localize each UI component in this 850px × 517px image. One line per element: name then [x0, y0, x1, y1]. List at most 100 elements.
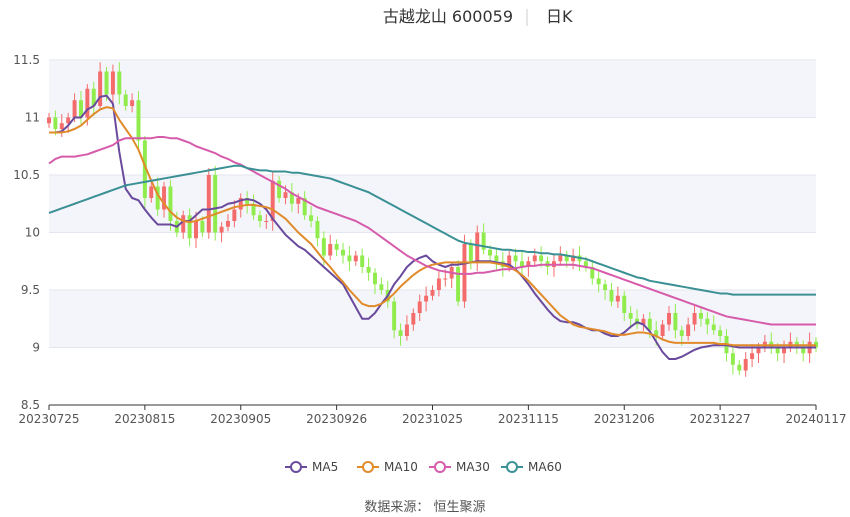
x-tick-label: 20231025 — [402, 412, 463, 426]
legend-label: MA10 — [384, 460, 418, 474]
candle-body — [628, 313, 633, 319]
candle-body — [347, 255, 352, 262]
candle-body — [200, 221, 205, 233]
candle-body — [718, 330, 723, 336]
candle-body — [801, 347, 806, 354]
candle-body — [315, 221, 320, 239]
candle-body — [775, 347, 780, 354]
legend-item-ma60[interactable]: MA60 — [501, 460, 562, 474]
candle-body — [488, 249, 493, 256]
candle-body — [667, 313, 671, 325]
y-tick-label: 9 — [32, 341, 40, 355]
candle-body — [494, 255, 499, 262]
x-tick-label: 20240117 — [785, 412, 846, 426]
candle-body — [654, 330, 659, 336]
candle-body — [647, 318, 652, 331]
x-tick-label: 20231227 — [690, 412, 751, 426]
candle-body — [782, 347, 787, 354]
candle-body — [59, 123, 64, 129]
candle-body — [168, 186, 173, 221]
candle-body — [526, 261, 531, 267]
candle-body — [155, 186, 160, 210]
candlestick-series — [47, 62, 818, 377]
candle-body — [225, 221, 230, 227]
candle-body — [187, 215, 192, 239]
candle-body — [756, 347, 761, 354]
candle-body — [257, 215, 262, 221]
candle-body — [98, 71, 103, 106]
candle-body — [686, 324, 691, 336]
candle-body — [462, 244, 467, 302]
y-tick-label: 9.5 — [21, 283, 40, 297]
x-tick-label: 20230815 — [114, 412, 175, 426]
legend-marker — [506, 461, 518, 473]
candle-body — [520, 261, 524, 267]
legend-label: MA5 — [312, 460, 338, 474]
candle-body — [78, 100, 83, 118]
candle-body — [353, 255, 358, 262]
legend-item-ma30[interactable]: MA30 — [429, 460, 490, 474]
chart-title: 古越龙山 600059 日K — [383, 7, 573, 26]
candle-body — [296, 198, 301, 204]
candle-body — [622, 295, 627, 313]
candle-body — [539, 255, 544, 262]
candle-body — [366, 267, 371, 273]
x-tick-label: 20230926 — [306, 412, 367, 426]
candle-body — [468, 244, 473, 262]
candle-body — [404, 324, 409, 336]
candle-body — [264, 221, 269, 222]
candle-body — [641, 318, 646, 325]
period-label[interactable]: 日K — [546, 7, 573, 26]
candle-body — [117, 71, 122, 95]
candle-body — [360, 255, 365, 267]
ma-lines — [48, 94, 816, 360]
candle-body — [341, 249, 345, 256]
candle-body — [481, 232, 486, 250]
candle-body — [436, 278, 441, 290]
candle-body — [72, 100, 77, 118]
candle-body — [705, 318, 710, 325]
y-axis: 8.5 9 9.5 10 10.5 11 11.5 — [13, 53, 40, 412]
ma5-line — [49, 94, 816, 360]
candle-body — [417, 301, 422, 313]
candle-body — [475, 232, 480, 262]
candle-body — [379, 284, 384, 290]
candle-body — [711, 324, 716, 331]
candle-body — [206, 175, 211, 233]
candle-body — [698, 313, 703, 319]
candle-body — [590, 267, 595, 279]
candle-body — [309, 215, 314, 221]
candle-body — [328, 244, 333, 256]
candle-body — [424, 295, 429, 302]
candle-body — [277, 180, 282, 198]
y-tick-label: 10 — [25, 226, 40, 240]
y-tick-label: 10.5 — [13, 168, 40, 182]
y-tick-label: 11 — [25, 111, 40, 125]
candle-body — [411, 313, 416, 325]
legend-marker — [362, 461, 374, 473]
legend-item-ma10[interactable]: MA10 — [357, 460, 418, 474]
candle-body — [583, 261, 588, 267]
legend-item-ma5[interactable]: MA5 — [285, 460, 338, 474]
candle-body — [123, 94, 128, 106]
candle-body — [289, 192, 294, 204]
candle-body — [219, 226, 224, 233]
x-tick-label: 20230905 — [210, 412, 271, 426]
candle-body — [213, 175, 218, 233]
legend-marker — [434, 461, 446, 473]
legend: MA5 MA10 MA30 MA60 — [285, 460, 562, 474]
candle-body — [238, 198, 243, 210]
candle-body — [392, 301, 397, 331]
candle-body — [47, 117, 51, 124]
candle-body — [142, 140, 147, 198]
candle-body — [110, 71, 115, 95]
candle-body — [532, 255, 537, 262]
x-tick-label: 20231206 — [594, 412, 655, 426]
ma10-line — [49, 106, 816, 347]
candle-body — [334, 244, 339, 250]
x-tick-label: 20231115 — [498, 412, 559, 426]
candle-body — [53, 117, 58, 129]
stock-name: 古越龙山 600059 — [383, 7, 513, 26]
